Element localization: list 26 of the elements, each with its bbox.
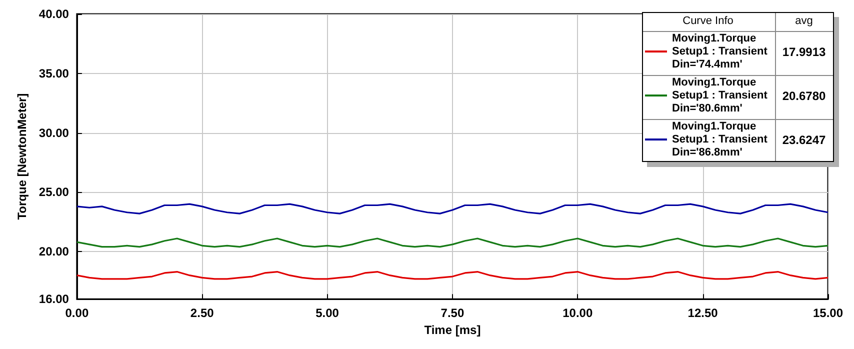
y-tick-label: 30.00 [38,126,70,140]
legend-title: Curve Info [682,15,734,27]
legend-label: Moving1.Torque Setup1 : Transient Din='80.6mm' [672,76,768,114]
legend-label: Moving1.Torque Setup1 : Transient Din='86.8mm' [672,120,768,158]
line-series [76,270,829,280]
y-tick-label: 35.00 [38,66,70,80]
y-tick-label: 25.00 [38,185,70,200]
line-series [76,203,829,214]
x-tick-label: 5.00 [316,306,340,320]
annotation: 20.6780 [782,89,826,103]
annotation: 23.6247 [782,133,826,147]
x-tick-label: 0.00 [65,306,89,320]
line-series [76,238,829,248]
y-tick-label: 20.00 [38,244,70,259]
y-tick-label: 16.00 [38,292,70,306]
x-tick-label: 2.50 [190,306,214,320]
x-axis-title: Time [ms] [424,323,481,337]
legend-label: Moving1.Torque Setup1 : Transient Din='74.4mm' [672,32,768,70]
x-tick-label: 7.50 [440,306,464,320]
annotation: 17.9913 [782,45,826,59]
y-axis-title: Torque [NewtonMeter] [15,93,29,220]
x-tick-label: 10.00 [562,306,593,320]
x-tick-label: 12.50 [688,306,718,320]
y-tick-label: 40.00 [38,7,70,21]
x-tick-label: 15.00 [812,306,844,320]
annotation: avg [795,15,813,27]
